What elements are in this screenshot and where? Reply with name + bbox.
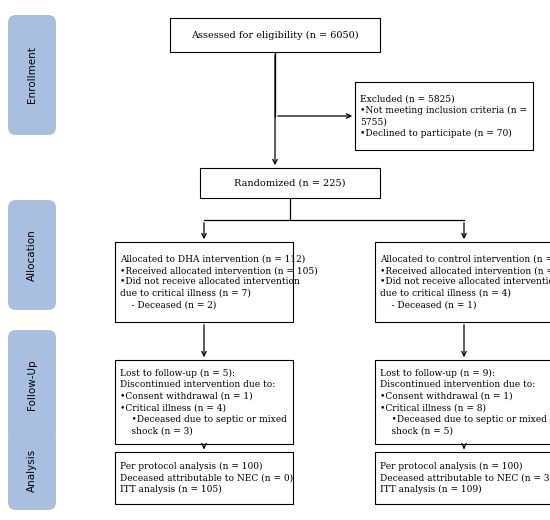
Bar [375,360,550,444]
Text: Allocated to DHA intervention (n = 112)
•Received allocated intervention (n = 10: Allocated to DHA intervention (n = 112) … [120,255,318,309]
Text: Randomized (n = 225): Randomized (n = 225) [234,178,346,188]
Bar [200,168,380,198]
Text: Lost to follow-up (n = 9):
Discontinued intervention due to:
•Consent withdrawal: Lost to follow-up (n = 9): Discontinued … [380,369,547,435]
Text: Per protocol analysis (n = 100)
Deceased attributable to NEC (n = 0)
ITT analysi: Per protocol analysis (n = 100) Deceased… [120,462,293,494]
Text: Excluded (n = 5825)
•Not meeting inclusion criteria (n =
5755)
•Declined to part: Excluded (n = 5825) •Not meeting inclusi… [360,94,527,138]
Text: Allocated to control intervention (n = 113)
•Received allocated intervention (n : Allocated to control intervention (n = 1… [380,255,550,309]
Text: Follow-Up: Follow-Up [27,360,37,410]
Bar [115,360,293,444]
FancyBboxPatch shape [8,330,56,440]
FancyBboxPatch shape [8,15,56,135]
Text: Allocation: Allocation [27,229,37,281]
Text: Assessed for eligibility (n = 6050): Assessed for eligibility (n = 6050) [191,31,359,40]
Bar [115,242,293,322]
Text: Per protocol analysis (n = 100)
Deceased attributable to NEC (n = 3)
ITT analysi: Per protocol analysis (n = 100) Deceased… [380,462,550,494]
Bar [355,82,533,150]
FancyBboxPatch shape [8,200,56,310]
FancyBboxPatch shape [8,430,56,510]
Bar [115,452,293,504]
Bar [375,242,550,322]
Bar [170,18,380,52]
Text: Enrollment: Enrollment [27,47,37,103]
Text: Lost to follow-up (n = 5):
Discontinued intervention due to:
•Consent withdrawal: Lost to follow-up (n = 5): Discontinued … [120,369,287,435]
Text: Analysis: Analysis [27,448,37,491]
Bar [375,452,550,504]
